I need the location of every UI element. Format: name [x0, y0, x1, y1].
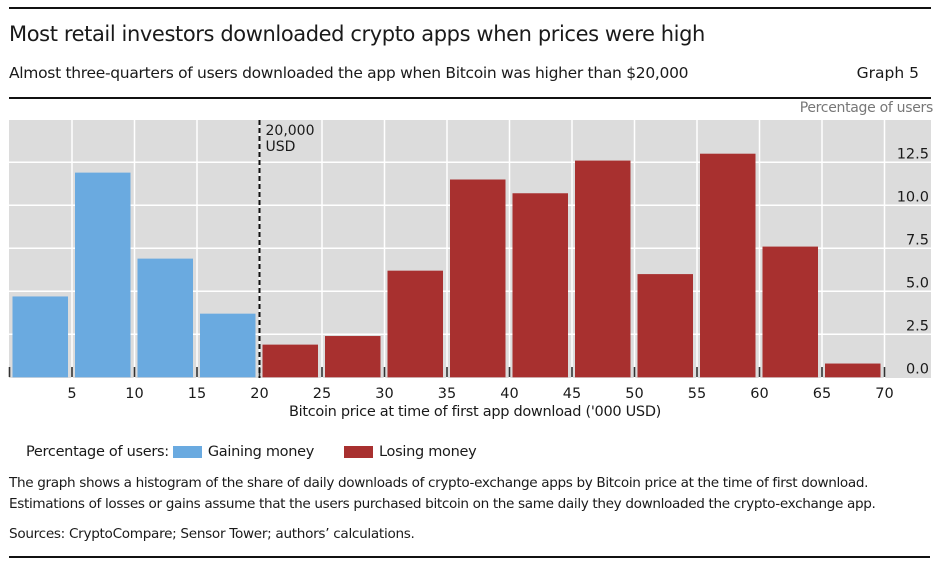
- x-tick-label: 15: [188, 386, 206, 400]
- x-tick-label: 35: [438, 386, 456, 400]
- histogram-chart: 5 10 15 20 25 30 35 40 45 50 55 60 65 70 0.0 2.5 5.0 7.5…: [8, 120, 931, 400]
- histogram-bar: [637, 274, 693, 378]
- note-line-1: The graph shows a histogram of the share…: [9, 475, 869, 491]
- header-rule: [9, 97, 931, 99]
- x-tick-label: 65: [813, 386, 831, 400]
- note-line-2: Estimations of losses or gains assume th…: [9, 496, 876, 512]
- histogram-bar: [12, 296, 68, 378]
- y-tick-label: 7.5: [906, 232, 929, 248]
- histogram-bar: [575, 160, 631, 378]
- y-tick-label: 12.5: [897, 146, 929, 162]
- x-tick-label: 55: [688, 386, 706, 400]
- legend-swatch-gaining: [172, 446, 202, 458]
- x-tick-label: 30: [375, 386, 393, 400]
- chart-subtitle: Almost three-quarters of users downloade…: [9, 64, 689, 82]
- threshold-label-amount: 20,000: [266, 123, 315, 139]
- y-tick-label: 10.0: [897, 189, 929, 205]
- histogram-bar: [700, 153, 756, 378]
- x-tick-label: 20: [250, 386, 268, 400]
- histogram-bar: [262, 344, 318, 378]
- x-ticks: [8, 367, 886, 377]
- x-tick-label: 50: [625, 386, 643, 400]
- x-axis-label-text: Bitcoin price at time of first app downl…: [288, 404, 662, 420]
- legend-swatch-losing: [344, 446, 374, 458]
- legend-label-losing: Losing money: [379, 444, 477, 460]
- histogram-bar: [512, 193, 568, 378]
- histogram-bar: [450, 179, 506, 378]
- threshold-annotation: 20,000 USD: [258, 120, 315, 378]
- x-tick-label: 10: [125, 386, 143, 400]
- y-tick-label: 2.5: [906, 318, 929, 334]
- y-tick-labels: 0.0 2.5 5.0 7.5 10.0 12.5: [897, 146, 929, 377]
- y-tick-label: 0.0: [906, 361, 929, 377]
- bottom-rule: [9, 556, 930, 558]
- x-tick-labels: 5 10 15 20 25 30 35 40 45 50 55 60 65 70: [67, 386, 893, 400]
- x-tick-label: 45: [563, 386, 581, 400]
- legend: Percentage of users: Gaining money Losin…: [26, 444, 477, 460]
- histogram-bar: [137, 258, 193, 378]
- y-tick-label: 5.0: [906, 275, 929, 291]
- legend-label-gaining: Gaining money: [207, 444, 315, 460]
- chart-sources: Sources: CryptoCompare; Sensor Tower; au…: [9, 526, 415, 542]
- chart-title: Most retail investors downloaded crypto …: [9, 22, 705, 46]
- histogram-bar: [387, 270, 443, 378]
- x-tick-label: 60: [750, 386, 768, 400]
- histogram-bar: [762, 246, 818, 378]
- graph-number: Graph 5: [856, 64, 919, 82]
- top-rule: [9, 7, 931, 9]
- histogram-bar: [200, 313, 256, 378]
- threshold-label-currency: USD: [266, 139, 296, 155]
- histogram-bar: [825, 363, 881, 378]
- x-tick-label: 5: [67, 386, 76, 400]
- x-tick-label: 25: [313, 386, 331, 400]
- y-axis-label: Percentage of users: [799, 100, 934, 116]
- histogram-bar: [325, 336, 381, 378]
- x-axis-label: Bitcoin price at time of first app downl…: [0, 404, 946, 420]
- histogram-bar: [75, 172, 131, 378]
- x-tick-label: 40: [500, 386, 518, 400]
- bars: [12, 153, 881, 378]
- x-tick-label: 70: [875, 386, 893, 400]
- chart-note: The graph shows a histogram of the share…: [9, 473, 876, 515]
- legend-prefix: Percentage of users:: [26, 444, 169, 460]
